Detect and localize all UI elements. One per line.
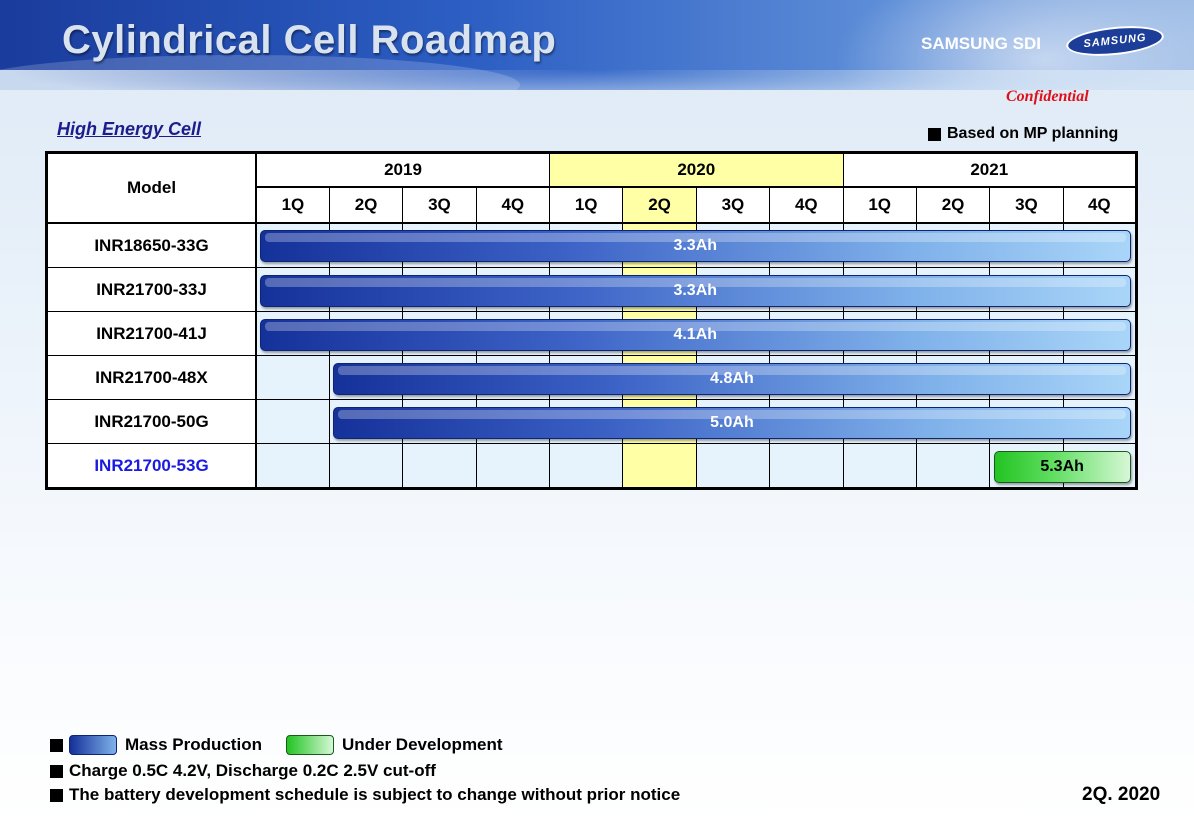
- quarter-header: 4Q: [1062, 186, 1138, 224]
- square-bullet-icon: [50, 788, 63, 802]
- timeline-cell: [695, 443, 771, 489]
- model-name-cell: INR21700-50G: [46, 399, 257, 444]
- legend: Mass Production Under Development: [50, 735, 503, 755]
- timeline-cell: [255, 443, 330, 489]
- quarter-header: 1Q: [548, 186, 624, 224]
- capacity-label: 5.0Ah: [710, 413, 754, 431]
- under-development-bar: 5.3Ah: [993, 451, 1131, 483]
- note-text: The battery development schedule is subj…: [69, 785, 681, 804]
- note-text: Charge 0.5C 4.2V, Discharge 0.2C 2.5V cu…: [69, 761, 436, 780]
- quarter-header: 3Q: [989, 186, 1064, 224]
- quarter-header: 2Q: [328, 186, 404, 224]
- square-bullet-icon: [928, 127, 941, 141]
- model-name-cell: INR21700-41J: [46, 311, 257, 356]
- square-bullet-icon: [50, 764, 63, 778]
- quarter-header: 4Q: [769, 186, 844, 224]
- timeline-cell: [842, 443, 917, 489]
- section-title: High Energy Cell: [57, 119, 202, 139]
- quarter-header: 3Q: [402, 186, 477, 224]
- quarter-header: 3Q: [695, 186, 771, 224]
- model-column-header: Model: [46, 152, 257, 224]
- mass-production-bar: 4.1Ah: [260, 318, 1131, 351]
- mass-production-bar: 3.3Ah: [260, 274, 1131, 307]
- samsung-logo-text: SAMSUNG: [1082, 31, 1148, 51]
- timeline-cell: [915, 443, 991, 489]
- brand-name: SAMSUNG SDI: [921, 34, 1041, 53]
- mass-production-bar: 4.8Ah: [333, 362, 1131, 395]
- note-charge-conditions: Charge 0.5C 4.2V, Discharge 0.2C 2.5V cu…: [50, 761, 436, 781]
- basis-note-text: Based on MP planning: [947, 125, 1119, 142]
- quarter-header: 4Q: [475, 186, 551, 224]
- timeline-cell: [622, 443, 697, 489]
- page-title: Cylindrical Cell Roadmap: [62, 18, 557, 62]
- note-schedule-disclaimer: The battery development schedule is subj…: [50, 785, 680, 805]
- legend-mass-production: Mass Production: [125, 735, 262, 754]
- model-name-cell: INR21700-53G: [46, 443, 257, 489]
- mass-production-bar: 3.3Ah: [260, 230, 1131, 263]
- year-header-2019: 2019: [255, 152, 550, 188]
- quarter-header: 1Q: [842, 186, 917, 224]
- basis-note: Based on MP planning: [928, 125, 1118, 143]
- timeline-cell: [255, 399, 330, 444]
- under-development-swatch: [285, 735, 334, 755]
- capacity-label: 3.3Ah: [673, 237, 718, 255]
- capacity-label: 3.3Ah: [673, 281, 718, 299]
- mass-production-swatch: [69, 735, 117, 755]
- mass-production-bar: 5.0Ah: [333, 406, 1131, 439]
- model-name-cell: INR21700-48X: [46, 355, 257, 400]
- square-bullet-icon: [50, 738, 63, 752]
- quarter-header: 2Q: [915, 186, 991, 224]
- timeline-cell: [328, 443, 404, 489]
- timeline-cell: [402, 443, 477, 489]
- year-header-row: Model 2019 2020 2021: [46, 152, 1137, 224]
- timeline-cell: [255, 355, 330, 400]
- timeline-cell: [548, 443, 624, 489]
- year-header-2021: 2021: [842, 152, 1137, 188]
- year-header-2020: 2020: [549, 152, 844, 188]
- document-date: 2Q. 2020: [1082, 784, 1161, 805]
- capacity-label: 5.3Ah: [1040, 458, 1084, 475]
- timeline-cell: [475, 443, 551, 489]
- quarter-header-row: 1Q 2Q 3Q 4Q 1Q 2Q 3Q 4Q 1Q 2Q 3Q 4Q: [47, 186, 1138, 224]
- confidential-label: Confidential: [1006, 88, 1089, 105]
- legend-under-development: Under Development: [341, 735, 503, 754]
- model-name-cell: INR21700-33J: [46, 267, 257, 312]
- capacity-label: 4.1Ah: [673, 325, 718, 343]
- table-row: INR21700-53G: [46, 443, 1138, 489]
- capacity-label: 4.8Ah: [710, 369, 754, 387]
- model-name-cell: INR18650-33G: [46, 222, 257, 268]
- timeline-cell: [769, 443, 844, 489]
- quarter-header: 1Q: [255, 186, 330, 224]
- quarter-header-current: 2Q: [622, 186, 697, 224]
